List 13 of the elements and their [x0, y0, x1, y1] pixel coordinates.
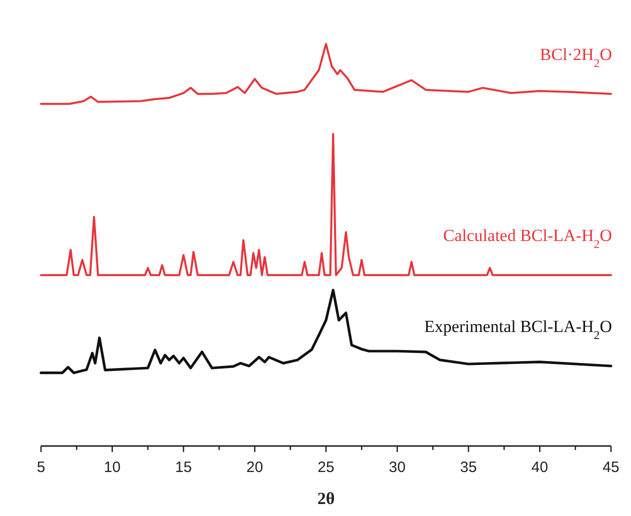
x-tick-label: 15: [175, 459, 192, 476]
x-tick-label: 20: [246, 459, 264, 476]
x-tick-label: 40: [531, 459, 548, 476]
x-tick-label: 35: [460, 459, 477, 476]
x-tick-label: 45: [602, 459, 620, 476]
x-tick-label: 10: [104, 459, 121, 476]
x-tick-label: 5: [36, 459, 46, 476]
x-axis-title: 2θ: [317, 489, 335, 508]
series-label: Calculated BCl-LA-H$_{2}$O: [443, 226, 612, 252]
series-label: Experimental BCl-LA-H$_{2}$O: [424, 317, 612, 342]
series-label: BCl·2H$_{2}$O: [540, 44, 612, 70]
x-tick-label: 30: [388, 459, 406, 476]
x-tick-label: 25: [318, 459, 334, 476]
